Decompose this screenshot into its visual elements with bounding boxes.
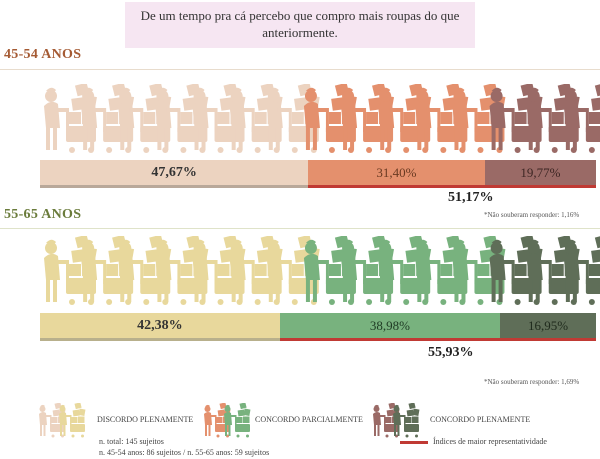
shopper-figure-pleno [563,84,600,153]
legend-label-pleno: CONCORDO PLENAMENTE [430,415,531,424]
no-answer-note: *Não souberam responder: 1,69% [484,378,580,386]
sample-info: n. total: 145 sujeitos n. 45-54 anos: 86… [99,436,269,458]
shopper-figure-parcial [303,84,357,153]
legend-figure-pleno [393,403,420,438]
legend-label-discordo: DISCORDO PLENAMENTE [97,415,194,424]
shopper-figure-pleno [563,236,600,305]
bar-segment-pleno: 16,95% [500,313,596,338]
age-group-title: 45-54 ANOS [4,47,82,62]
shopper-figure-parcial [378,84,432,153]
bar-segment-parcial: 31,40% [308,160,485,185]
divider [0,69,600,70]
legend-figure-discordo [59,403,86,438]
legend-swatch-discordo [39,403,86,438]
bar-underline [40,338,280,341]
shopper-figures-row [44,84,600,153]
legend-label-parcial: CONCORDO PARCIALMENTE [255,415,363,424]
highlight-legend-line [400,441,428,444]
question-box: De um tempo pra cá percebo que compro ma… [125,2,475,48]
bar-underline [40,185,309,188]
legend-swatch-pleno [373,403,420,438]
bar-segment-parcial: 38,98% [279,313,501,338]
legend-swatch-parcial [204,403,251,438]
agree-total: 51,17% [448,190,494,205]
bar-segment-discordo: 47,67% [40,160,309,185]
bar-segment-discordo: 42,38% [40,313,280,338]
question-text: De um tempo pra cá percebo que compro ma… [140,8,460,40]
agree-total: 55,93% [428,345,474,360]
no-answer-note: *Não souberam responder: 1,16% [484,211,580,219]
sample-groups: n. 45-54 anos: 86 sujeitos / n. 55-65 an… [99,448,270,457]
divider [0,228,600,229]
highlight-underline [279,338,596,341]
highlight-legend-label: Índices de maior representatividade [433,437,547,446]
sample-total: n. total: 145 sujeitos [99,437,164,446]
highlight-underline [308,185,596,188]
shopper-figures-row [44,236,600,305]
age-group-title: 55-65 ANOS [4,207,82,222]
legend-figure-parcial [224,403,251,438]
bar-segment-pleno: 19,77% [484,160,596,185]
shopper-figure-discordo [81,84,135,153]
